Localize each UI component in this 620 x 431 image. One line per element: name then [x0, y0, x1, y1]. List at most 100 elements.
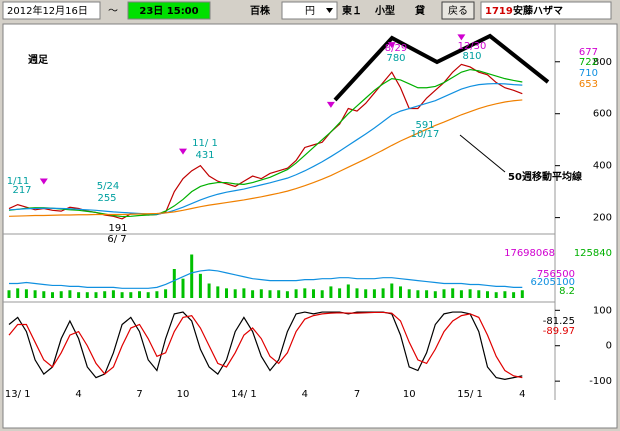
annotation: 11/ 1: [192, 138, 218, 149]
arrow-line: [459, 134, 506, 173]
x-tick-label: 10: [403, 389, 416, 400]
annotation: 10/17: [411, 129, 440, 140]
volume-bar: [33, 290, 37, 298]
w-pattern-drawing: [333, 33, 550, 102]
volume-bar: [120, 292, 124, 298]
volume-bar: [372, 289, 376, 298]
volume-bar: [198, 273, 202, 298]
volume-bar: [433, 291, 437, 298]
y-tick-label: 800: [593, 57, 612, 68]
volume-bar: [146, 292, 150, 298]
volume-bar: [207, 283, 211, 298]
value-label: -89.97: [543, 326, 575, 337]
time: 23日 15:00: [139, 5, 198, 17]
volume-bar: [77, 292, 81, 298]
signal-marker: [326, 101, 335, 108]
volume-bar: [164, 289, 168, 298]
volume-bar: [24, 289, 28, 298]
volume-bar: [111, 290, 115, 298]
volume-bar: [172, 269, 176, 298]
back-button[interactable]: [441, 1, 475, 20]
volume-bar: [329, 286, 333, 298]
signal-marker: [179, 148, 187, 155]
volume-bar: [312, 289, 315, 298]
value-label: 722: [579, 57, 598, 68]
back-label: 戻る: [448, 4, 468, 17]
y-tick-label: 400: [593, 161, 612, 172]
volume-bar: [503, 291, 507, 298]
volume-bar: [416, 290, 420, 298]
volume-bar: [181, 278, 185, 298]
currency-box[interactable]: [281, 1, 338, 20]
y-tick-label: -100: [589, 376, 612, 387]
annotation: 191: [108, 223, 127, 234]
series-line: [8, 99, 523, 217]
value-label: -81.25: [543, 316, 575, 327]
x-tick-label: 7: [354, 389, 360, 400]
volume-bar: [216, 286, 220, 298]
volume-bar: [381, 288, 385, 298]
volume-bar: [425, 290, 429, 298]
annotation: 431: [195, 150, 214, 161]
volume-bar: [346, 284, 350, 298]
series-line: [8, 68, 523, 218]
tilde: ～: [108, 6, 118, 17]
volume-bar: [477, 290, 481, 298]
value-label: 653: [579, 79, 598, 90]
chart-frame: [2, 23, 618, 429]
value-label: 756500: [537, 269, 575, 280]
volume-bar: [512, 292, 516, 298]
series-line: [8, 311, 523, 379]
volume-bar: [51, 292, 54, 298]
x-tick-label: 10: [177, 389, 190, 400]
x-tick-label: 7: [136, 389, 142, 400]
volume-bar: [442, 289, 446, 298]
y-tick-label: 600: [593, 109, 612, 120]
value-label: 17698068: [504, 248, 555, 259]
volume-bar: [338, 288, 342, 298]
currency: 円: [305, 6, 315, 17]
volume-bar: [390, 283, 394, 298]
annotation: 780: [386, 53, 405, 64]
volume-bar: [85, 292, 89, 298]
unit: 百株: [250, 4, 271, 17]
market: 東１: [342, 4, 362, 17]
volume-bar: [233, 289, 237, 298]
value-label: 125840: [574, 248, 612, 259]
volume-bar: [225, 288, 228, 298]
volume-bar: [285, 291, 289, 298]
time-box: [127, 1, 211, 20]
volume-bar: [277, 290, 281, 298]
volume-bar: [486, 291, 489, 298]
volume-bar: [42, 291, 46, 298]
annotation: 591: [415, 120, 434, 131]
value-label: 710: [579, 68, 598, 79]
date-box: [2, 1, 101, 20]
volume-bar: [494, 292, 498, 298]
volume-bar: [468, 289, 472, 298]
dropdown-arrow: [326, 8, 333, 13]
volume-bar: [251, 290, 255, 298]
volume-bar: [451, 288, 455, 298]
size: 小型: [374, 4, 395, 17]
stock-code: 1719: [485, 6, 513, 17]
annotation: 255: [97, 193, 116, 204]
lend: 貸: [414, 4, 425, 17]
volume-bar: [294, 289, 298, 298]
annotation: 1/11: [7, 176, 29, 187]
volume-bar: [364, 289, 368, 298]
volume-bar: [259, 289, 263, 298]
volume-bar: [129, 292, 133, 298]
volume-bar: [320, 290, 324, 298]
annotation: 12/30: [458, 41, 487, 52]
x-tick-label: 4: [75, 389, 81, 400]
stock-box: [480, 1, 612, 20]
annotation: 5/24: [97, 181, 119, 192]
volume-bar: [103, 291, 107, 298]
volume-bar: [407, 289, 411, 298]
value-label: 6205100: [530, 277, 575, 288]
volume-bar: [268, 290, 272, 298]
volume-bar: [155, 291, 159, 298]
x-tick-label: 4: [302, 389, 308, 400]
value-label: 8.2: [559, 286, 575, 297]
